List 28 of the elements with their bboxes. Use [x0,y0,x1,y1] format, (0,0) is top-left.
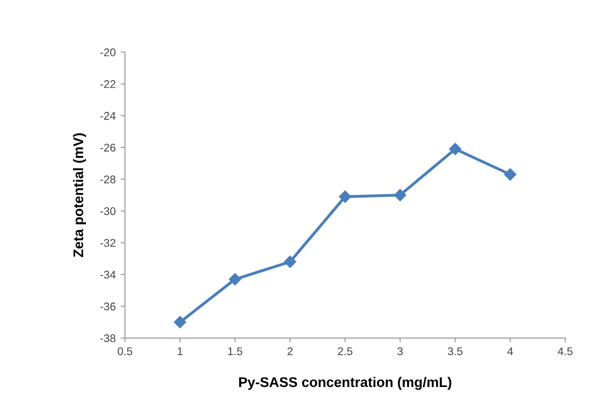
point [504,168,516,181]
y-tick-label: -34 [100,270,116,279]
point [228,273,242,286]
x-tick-label: 3.5 [448,347,462,356]
y-tick-label: -36 [100,302,116,310]
x-tick-label: 2 [288,347,293,356]
y-tick-label: -22 [100,80,116,88]
x-tick-label: 4 [507,347,513,356]
x-tick-label: 2.5 [338,347,352,356]
point [284,256,296,268]
x-tick-label: 1.5 [228,347,242,356]
x-tick-label: 3 [397,347,403,356]
y-tick-label: -32 [100,239,116,247]
x-tick-label: 1 [178,347,183,356]
point [394,188,406,202]
y-tick-label: -26 [100,144,116,152]
point [339,190,352,203]
y-tick-label: -38 [100,334,116,342]
y-tick-label: -20 [100,48,116,56]
x-tick-label: 4.5 [558,347,573,356]
x-tick-label: 0.5 [118,347,132,356]
point [449,142,462,156]
y-axis-title: Zeta potential (mV) [73,133,86,258]
y-tick-label: -24 [100,112,116,120]
x-axis-title: Py-SASS concentration (mg/mL) [239,376,452,390]
point [174,316,186,328]
y-tick-label: -30 [100,207,116,216]
y-tick-label: -28 [100,175,116,184]
